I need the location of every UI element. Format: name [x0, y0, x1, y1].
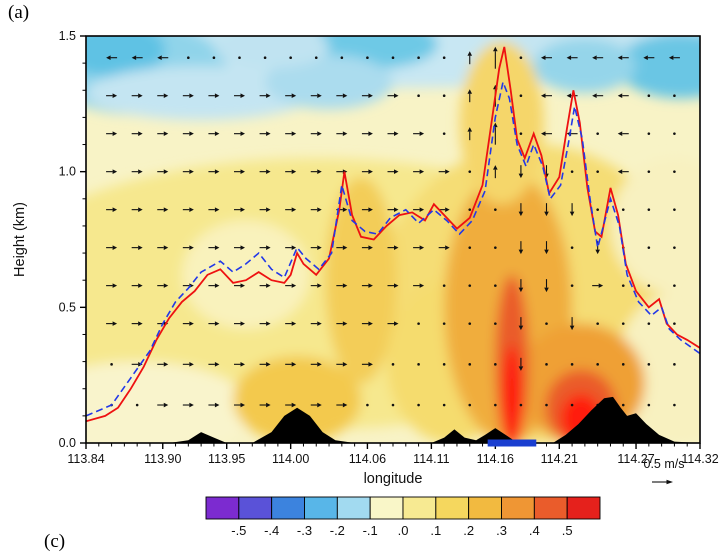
- reference-vector-arrow-icon: [666, 479, 673, 485]
- colorbar-segment: [435, 496, 470, 520]
- x-tick-label: 114.00: [272, 452, 309, 466]
- x-tick-label: 113.90: [144, 452, 181, 466]
- y-tick-label: 1.5: [59, 29, 76, 43]
- colorbar-tick-label: .4: [529, 523, 540, 538]
- colorbar-segment: [336, 496, 371, 520]
- colorbar-tick-label: .2: [463, 523, 474, 538]
- panel-label-c: (c): [44, 531, 66, 552]
- x-tick-label: 113.84: [67, 452, 104, 466]
- reference-vector-label: 0.5 m/s: [644, 457, 685, 471]
- colorbar-segment: [501, 496, 535, 520]
- x-axis-title: longitude: [364, 471, 423, 487]
- x-tick-label: 114.32: [681, 452, 718, 466]
- x-tick-label: 113.95: [208, 452, 245, 466]
- colorbar: -.5 -.4 -.3 -.2 -.1 .0 .1 .2 .3 .4 .5: [205, 496, 601, 538]
- colorbar-tick-label: -.5: [231, 523, 246, 538]
- wind-vectors: [106, 46, 680, 408]
- pbl-lines: [86, 46, 700, 443]
- colorbar-tick-label: .3: [496, 523, 507, 538]
- colorbar-segment: [402, 496, 437, 520]
- reference-vector: 0.5 m/s: [644, 457, 685, 485]
- colorbar-tick-label: .1: [430, 523, 441, 538]
- x-tick-label: 114.16: [477, 452, 514, 466]
- x-tick-label: 114.27: [617, 452, 654, 466]
- colorbar-tick-label: -.4: [264, 523, 279, 538]
- y-tick-label: 0.0: [59, 436, 76, 450]
- colorbar-segment: [533, 496, 568, 520]
- colorbar-segment: [566, 496, 601, 520]
- colorbar-tick-label: .0: [398, 523, 409, 538]
- pbl-height-blue-dashed: [86, 79, 700, 417]
- x-tick-label: 114.06: [349, 452, 386, 466]
- x-tick-label: 114.11: [413, 452, 449, 466]
- x-tick-label: 114.21: [541, 452, 578, 466]
- colorbar-tick-label: -.3: [297, 523, 312, 538]
- colorbar-segment: [205, 496, 240, 520]
- y-axis-title: Height (km): [12, 202, 28, 277]
- colorbar-tick-label: -.1: [363, 523, 378, 538]
- y-tick-label: 1.0: [59, 165, 76, 179]
- colorbar-segment: [369, 496, 404, 520]
- surface-water-marker: [487, 439, 537, 447]
- colorbar-segment: [238, 496, 273, 520]
- pbl-height-red-solid: [86, 46, 700, 423]
- colorbar-segment: [468, 496, 502, 520]
- colorbar-tick-label: -.2: [330, 523, 345, 538]
- colorbar-tick-label: .5: [562, 523, 573, 538]
- terrain-silhouette: [86, 396, 700, 443]
- colorbar-segment: [304, 496, 338, 520]
- y-tick-label: 0.5: [59, 300, 76, 314]
- axes: 113.84 113.90 113.95 114.00 114.06 114.11 114.…: [12, 29, 719, 487]
- panel-label-a: (a): [8, 2, 30, 23]
- colorbar-segment: [271, 496, 305, 520]
